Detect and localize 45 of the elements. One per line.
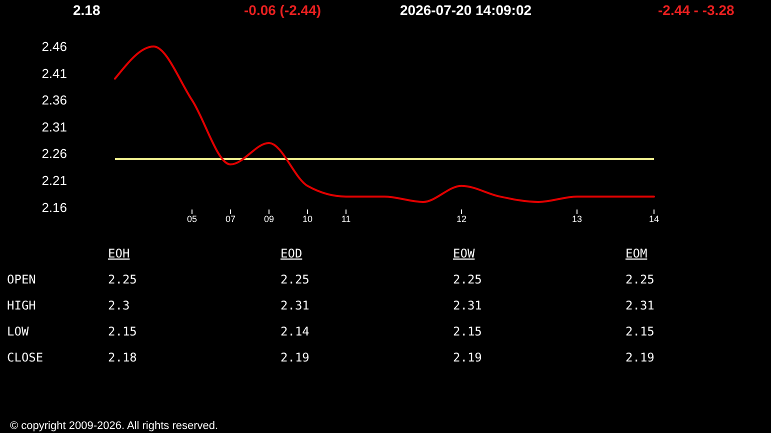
data-label: 2.31 (280, 298, 310, 312)
text: EOM (626, 246, 648, 260)
data-label: 2.19 (453, 350, 482, 364)
text: EOH (108, 246, 130, 260)
data-label: 2.31 (626, 298, 654, 312)
line-series (114, 46, 655, 203)
data-label: 2.19 (626, 350, 654, 364)
text: © copyright 2009-2026. All rights reserved. (10, 420, 218, 432)
category-label: CLOSE (7, 350, 44, 364)
y-tick-label: 2.46 (42, 39, 67, 54)
data-label: 2.25 (453, 272, 482, 286)
category-label: HIGH (7, 298, 36, 312)
x-tick-label: 09 (264, 214, 274, 224)
y-tick-label: 2.36 (42, 92, 67, 108)
chart-title: 2.18 (73, 2, 100, 18)
x-tick-label: 05 (186, 214, 198, 224)
data-label: 2.14 (280, 324, 310, 338)
text: EOW (453, 246, 476, 260)
chart-subtitle: 2026-07-20 14:09:02 (400, 2, 532, 18)
data-label: 2.18 (108, 350, 137, 364)
y-tick-label: 2.26 (42, 146, 67, 162)
category-label: LOW (7, 324, 30, 338)
text: EOD (280, 246, 302, 260)
text: -0.06 (-2.44) (244, 2, 322, 18)
data-label: 2.15 (453, 324, 482, 338)
data-label: 2.19 (280, 350, 310, 364)
data-label: 2.3 (108, 298, 130, 312)
data-label: 2.15 (108, 324, 137, 338)
y-tick-label: 2.16 (42, 200, 67, 215)
data-label: 2.31 (453, 298, 482, 312)
data-label: 2.25 (626, 272, 654, 286)
data-label: 2.25 (280, 272, 310, 286)
y-tick-label: 2.41 (42, 66, 67, 81)
y-tick-label: 2.21 (42, 173, 67, 188)
x-tick-label: 10 (302, 214, 313, 224)
x-tick-label: 12 (456, 214, 467, 224)
y-tick-label: 2.31 (42, 119, 67, 134)
data-label: 2.15 (626, 324, 654, 338)
x-tick-label: 13 (572, 214, 582, 224)
text: -2.44 - -3.28 (658, 2, 734, 18)
x-tick-label: 11 (341, 214, 351, 224)
x-tick-label: 14 (648, 214, 660, 224)
category-label: OPEN (7, 272, 36, 286)
x-tick-label: 07 (225, 214, 236, 224)
data-label: 2.25 (108, 272, 137, 286)
